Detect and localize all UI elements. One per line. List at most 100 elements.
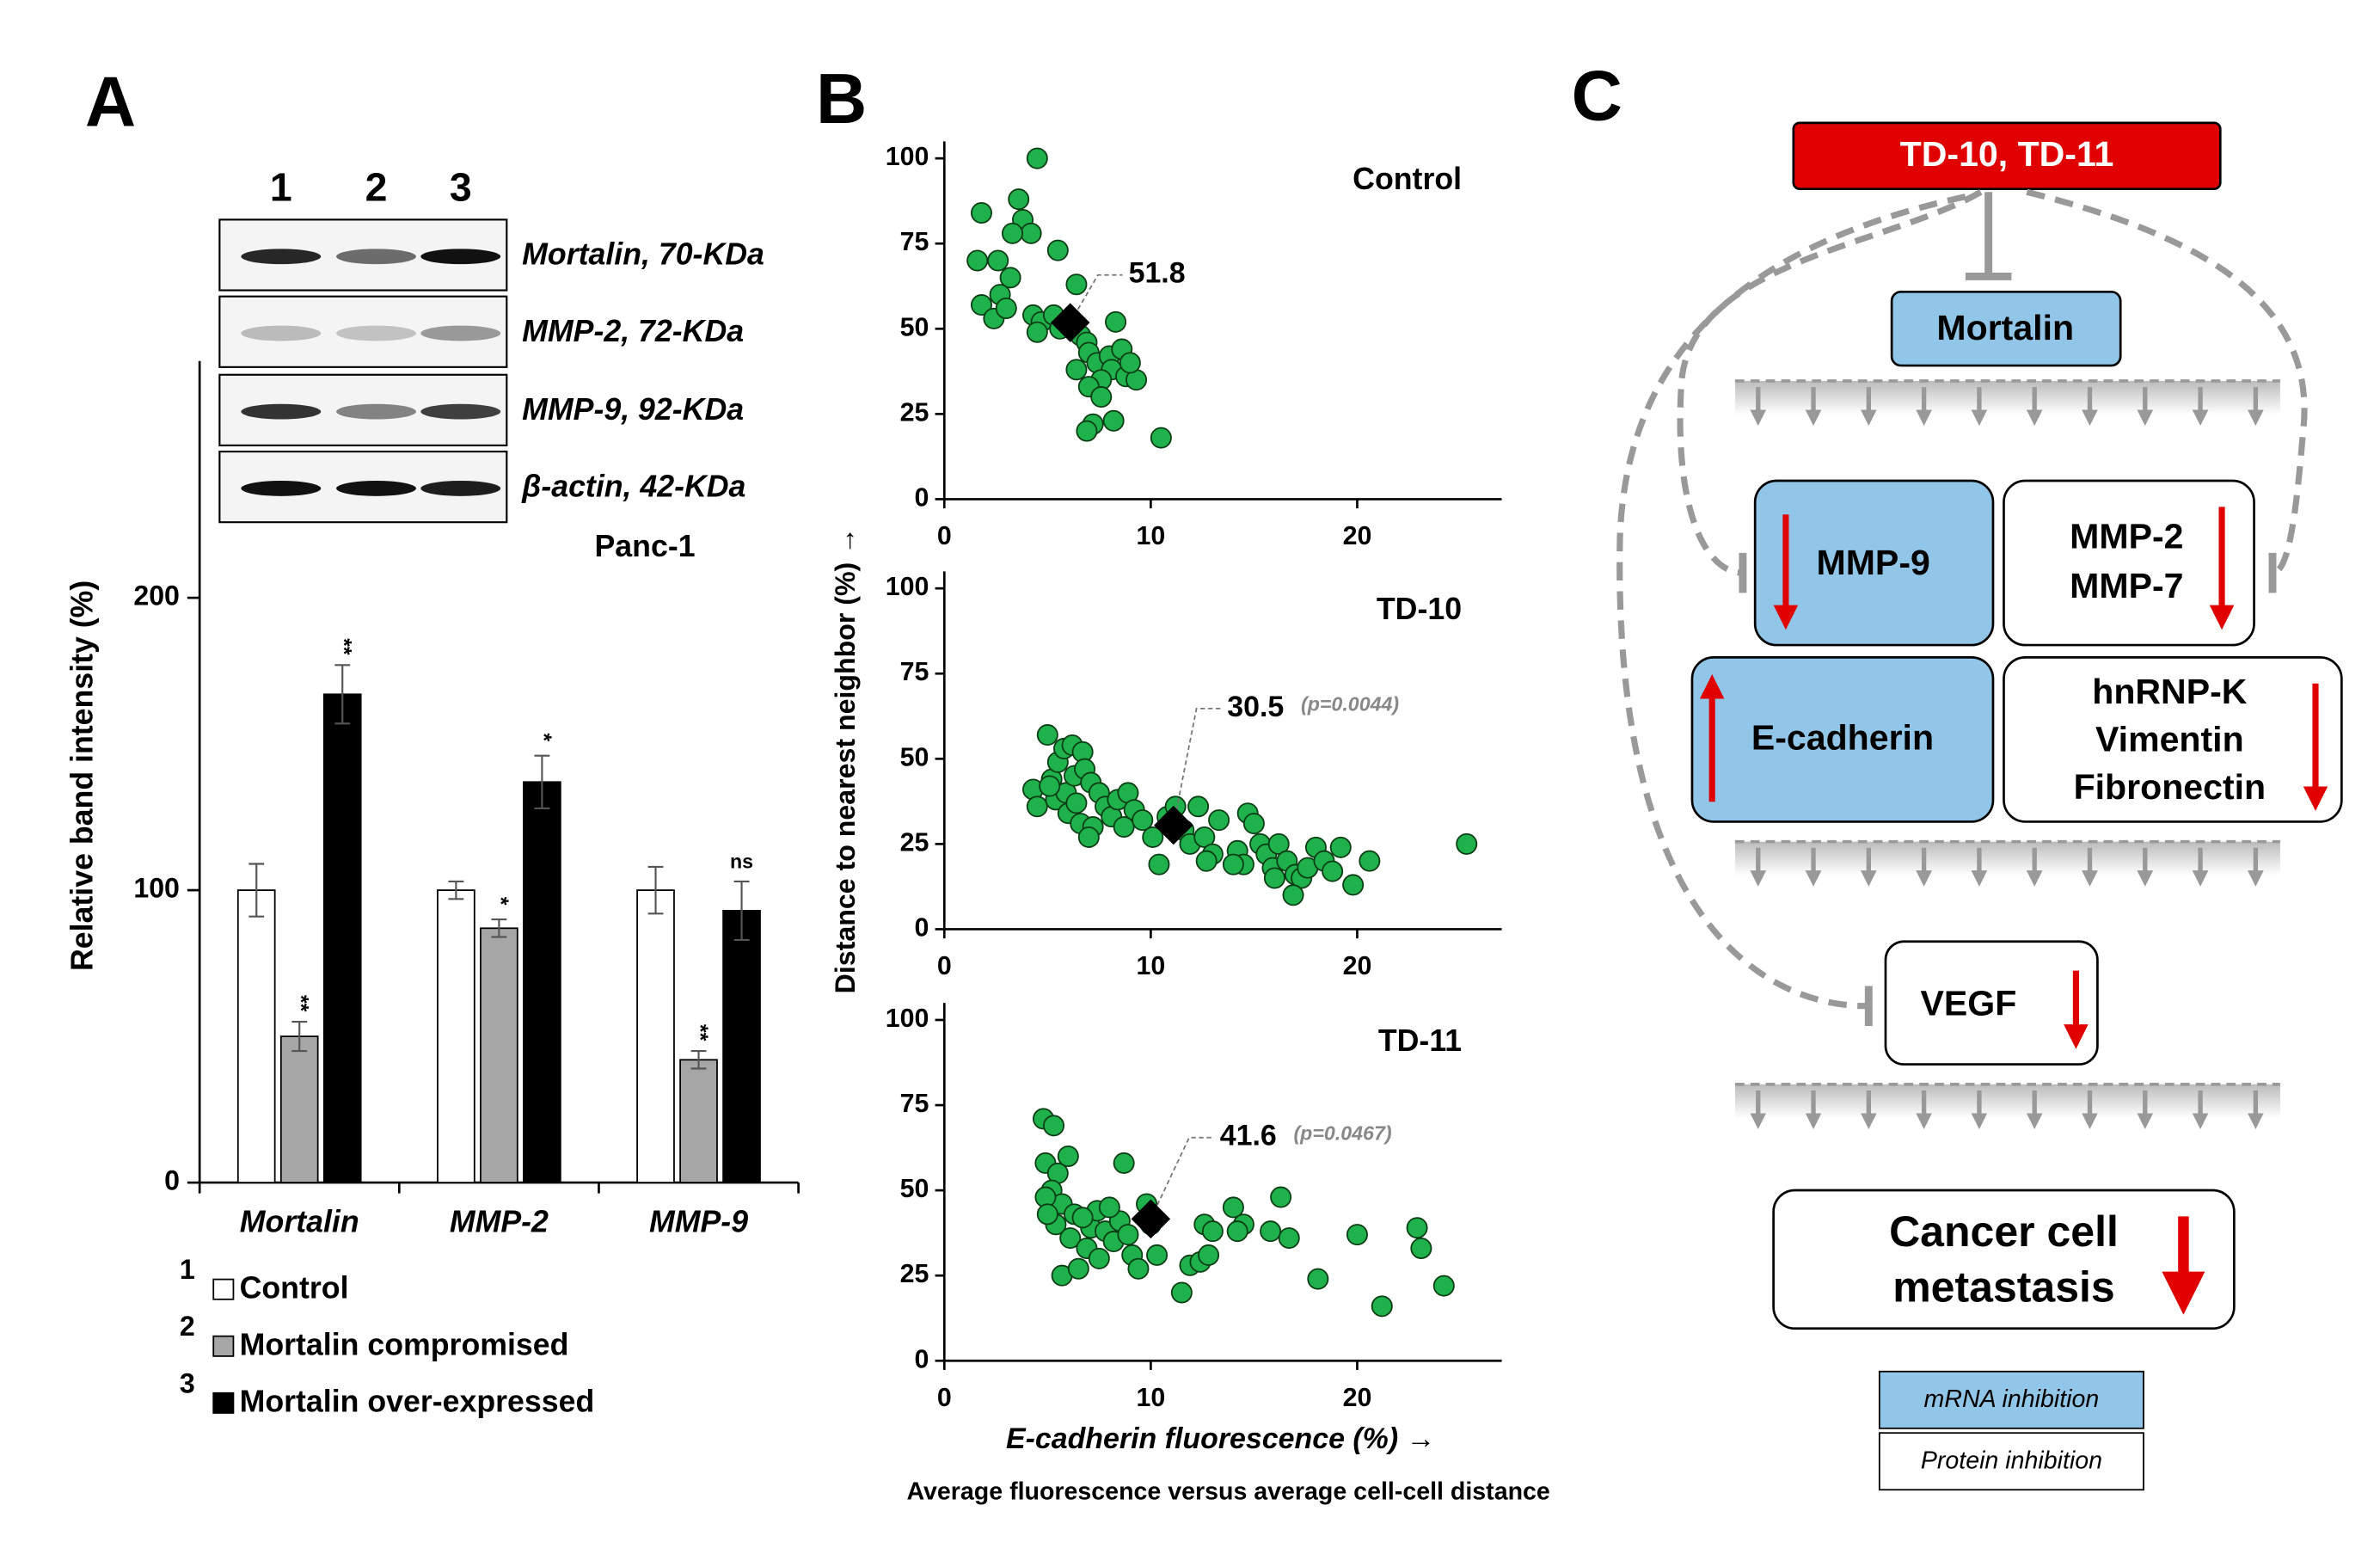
- legend-label: Mortalin compromised: [240, 1328, 569, 1362]
- point: [1071, 1207, 1094, 1229]
- point: [1195, 850, 1218, 872]
- mmp7: MMP-7: [2070, 566, 2183, 605]
- point: [1148, 853, 1170, 875]
- point: [970, 294, 992, 316]
- point: [1146, 1244, 1169, 1266]
- band: [420, 249, 501, 265]
- point: [1119, 352, 1141, 374]
- outcome-box: [1772, 1189, 2236, 1330]
- bar: [437, 889, 475, 1183]
- band: [336, 325, 416, 341]
- point: [1046, 239, 1069, 261]
- band: [241, 249, 322, 265]
- protein-label: MMP-2, 72-KDa: [522, 314, 744, 348]
- point: [1127, 1257, 1150, 1280]
- point: [1077, 826, 1100, 848]
- point: [1187, 796, 1210, 818]
- point: [1057, 1145, 1079, 1167]
- point: [1322, 860, 1344, 882]
- x-tick-label: MMP-9: [649, 1205, 748, 1239]
- mean-label: 51.8: [1129, 257, 1186, 290]
- point: [1198, 1244, 1220, 1266]
- inhibition-line: [2026, 188, 2308, 576]
- mmp9-box: [1753, 479, 1995, 647]
- point: [1043, 1115, 1065, 1137]
- point: [1270, 1186, 1292, 1208]
- bar: [279, 1035, 319, 1183]
- y-axis-label: Relative band intensity (%): [65, 581, 100, 971]
- mean-label: 30.5: [1227, 691, 1284, 723]
- point: [1113, 816, 1135, 839]
- point: [1329, 836, 1352, 858]
- inhibition-lines: [1616, 188, 2308, 1010]
- point: [1036, 724, 1058, 746]
- point: [1282, 884, 1304, 906]
- y-tick-label: 0: [915, 483, 929, 512]
- point: [1142, 826, 1164, 848]
- y-tick-label: 25: [900, 828, 929, 857]
- inhibition-line: [1677, 189, 1983, 576]
- point: [1059, 1227, 1082, 1250]
- point: [1260, 1220, 1282, 1243]
- legend-number: 2: [180, 1311, 195, 1342]
- mean-leader: [1172, 707, 1222, 826]
- bar: [523, 781, 561, 1183]
- significance: *: [488, 897, 512, 906]
- x-tick-label: 10: [1136, 522, 1165, 550]
- point: [966, 249, 989, 272]
- mmp2-box: [2003, 479, 2255, 647]
- y-tick-label: 25: [900, 398, 929, 427]
- significance: ns: [730, 851, 753, 873]
- point: [1026, 796, 1048, 818]
- point: [1278, 1227, 1300, 1250]
- point: [1132, 809, 1154, 832]
- target: Mortalin: [1936, 308, 2074, 347]
- mmp9: MMP-9: [1817, 543, 1930, 582]
- x-axis-label: E-cadherin fluorescence (%) →: [1006, 1422, 1436, 1455]
- legend-number: 3: [180, 1367, 195, 1398]
- x-tick-label: 20: [1343, 522, 1372, 550]
- point: [1267, 832, 1290, 855]
- y-tick-label: 100: [886, 573, 929, 601]
- point: [1371, 1295, 1393, 1318]
- y-tick-label: 50: [900, 743, 929, 771]
- emt-box: [2003, 656, 2343, 823]
- legend-label: Mortalin over-expressed: [240, 1385, 595, 1419]
- legend-swatch: [212, 1391, 235, 1414]
- point: [1263, 867, 1285, 889]
- point: [999, 267, 1021, 289]
- point: [1346, 1224, 1368, 1246]
- x-tick-label: 20: [1343, 1384, 1372, 1412]
- point: [1432, 1275, 1455, 1297]
- point: [1090, 386, 1113, 409]
- caption: Average fluorescence versus average cell…: [906, 1477, 1549, 1505]
- point: [1307, 1268, 1329, 1290]
- outcome: Cancer cell: [1889, 1207, 2119, 1256]
- point: [1170, 1281, 1193, 1304]
- point: [1105, 310, 1127, 333]
- point: [1193, 826, 1216, 848]
- y-tick-label: 0: [915, 1345, 929, 1373]
- point: [1242, 813, 1265, 835]
- mean-point: [1154, 805, 1193, 845]
- bar: [322, 693, 362, 1183]
- bar: [236, 889, 276, 1183]
- plot-title: TD-10: [1377, 592, 1462, 626]
- band: [336, 480, 416, 496]
- legend-swatch: [212, 1278, 235, 1300]
- mortalin-box: [1890, 290, 2122, 367]
- legend-swatch: [212, 1335, 235, 1357]
- y-tick-label: 100: [886, 143, 929, 171]
- point: [1456, 832, 1478, 855]
- y-tick-label: 75: [900, 1090, 929, 1118]
- level-band: [1734, 1084, 2280, 1119]
- legend-number: 1: [180, 1254, 195, 1285]
- x-tick-label: MMP-2: [450, 1205, 549, 1239]
- band: [336, 249, 416, 265]
- level-band: [1734, 380, 2280, 415]
- panel-label: C: [1572, 58, 1622, 136]
- p-value: (p=0.0044): [1301, 692, 1399, 715]
- protein-label: Mortalin, 70-KDa: [522, 237, 764, 272]
- y-tick-label: 200: [133, 581, 180, 611]
